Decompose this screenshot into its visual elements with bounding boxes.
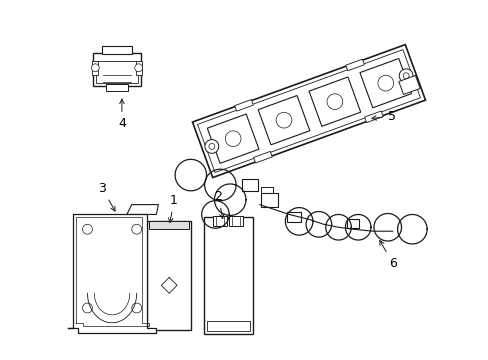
Polygon shape bbox=[92, 61, 98, 75]
Polygon shape bbox=[126, 204, 158, 215]
Text: 3: 3 bbox=[98, 182, 115, 211]
Circle shape bbox=[403, 73, 408, 79]
Polygon shape bbox=[203, 217, 252, 334]
Polygon shape bbox=[197, 50, 420, 172]
Polygon shape bbox=[192, 45, 425, 177]
Circle shape bbox=[276, 112, 291, 128]
Circle shape bbox=[326, 94, 342, 109]
Polygon shape bbox=[149, 221, 189, 229]
Polygon shape bbox=[234, 100, 253, 111]
Polygon shape bbox=[260, 187, 272, 197]
Polygon shape bbox=[213, 216, 227, 226]
Text: 1: 1 bbox=[168, 194, 178, 222]
Circle shape bbox=[82, 224, 92, 234]
Polygon shape bbox=[229, 216, 243, 226]
Circle shape bbox=[225, 131, 241, 147]
Polygon shape bbox=[136, 61, 142, 75]
Polygon shape bbox=[364, 111, 383, 123]
Polygon shape bbox=[68, 215, 156, 333]
Text: 6: 6 bbox=[379, 240, 396, 270]
Text: 4: 4 bbox=[118, 99, 125, 130]
Circle shape bbox=[135, 64, 142, 72]
Polygon shape bbox=[287, 212, 301, 222]
Text: 5: 5 bbox=[371, 109, 395, 122]
Polygon shape bbox=[106, 84, 127, 91]
Circle shape bbox=[131, 303, 142, 313]
Polygon shape bbox=[345, 59, 364, 71]
Polygon shape bbox=[147, 221, 191, 330]
Circle shape bbox=[377, 75, 393, 91]
Polygon shape bbox=[207, 114, 259, 163]
Circle shape bbox=[131, 224, 142, 234]
Circle shape bbox=[91, 64, 99, 72]
Circle shape bbox=[398, 69, 412, 82]
Circle shape bbox=[208, 144, 214, 149]
Polygon shape bbox=[242, 179, 257, 191]
Circle shape bbox=[82, 303, 92, 313]
Polygon shape bbox=[346, 219, 359, 228]
Circle shape bbox=[204, 140, 218, 153]
Text: 2: 2 bbox=[214, 190, 224, 219]
Polygon shape bbox=[93, 53, 141, 86]
Polygon shape bbox=[206, 321, 249, 330]
Polygon shape bbox=[260, 193, 278, 207]
Polygon shape bbox=[102, 46, 131, 54]
Polygon shape bbox=[253, 152, 272, 163]
Polygon shape bbox=[359, 58, 411, 108]
Polygon shape bbox=[96, 61, 138, 82]
Polygon shape bbox=[258, 95, 309, 145]
Polygon shape bbox=[398, 76, 419, 94]
Polygon shape bbox=[308, 77, 360, 126]
